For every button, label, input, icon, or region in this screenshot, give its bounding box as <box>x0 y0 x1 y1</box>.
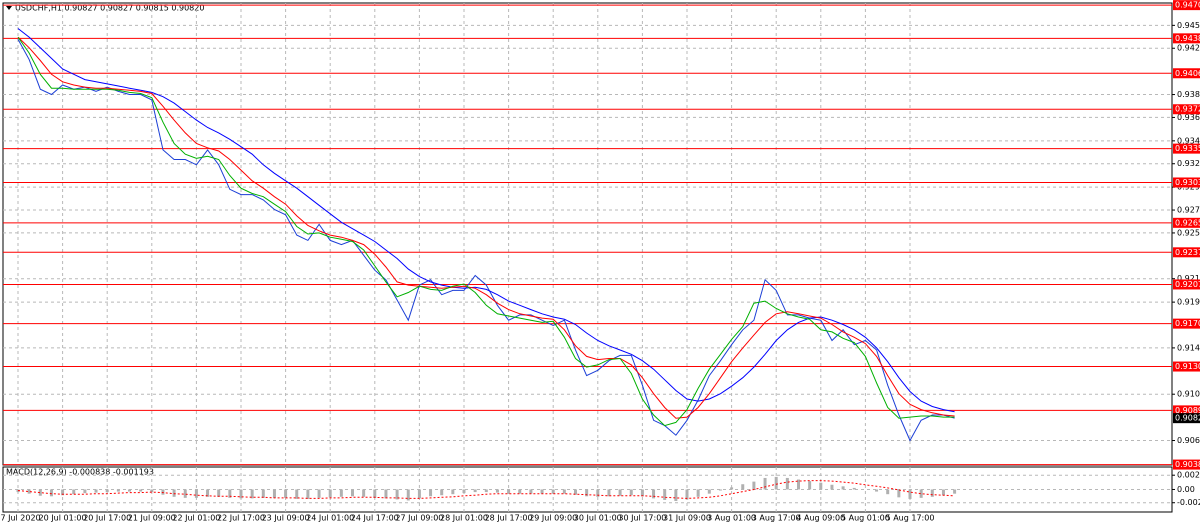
current-price-box <box>1173 413 1200 424</box>
level-label-box <box>1173 0 1200 11</box>
y-tick-label: 0.90610 <box>1177 436 1200 445</box>
y-tick-label: 0.92775 <box>1177 206 1200 215</box>
level-label-box <box>1173 247 1200 258</box>
level-label: 0.94388 <box>1175 34 1200 43</box>
title-icon <box>6 6 12 10</box>
level-label-box <box>1173 279 1200 290</box>
x-tick-label: 5 Aug 17:00 <box>886 514 935 523</box>
y-tick-label: 0.002725 <box>1177 471 1200 480</box>
x-tick-label: 4 Aug 09:00 <box>796 514 845 523</box>
x-tick-label: 28 Jul 17:00 <box>485 514 533 523</box>
level-label-box <box>1173 68 1200 79</box>
series-line <box>17 38 955 442</box>
level-label: 0.91708 <box>1175 319 1200 328</box>
level-label: 0.94700 <box>1175 1 1200 10</box>
x-tick-label: 28 Jul 01:00 <box>440 514 488 523</box>
level-label: 0.90384 <box>1175 460 1200 469</box>
level-label: 0.93722 <box>1175 105 1200 114</box>
series-line <box>17 28 955 413</box>
y-tick-label: 0.92130 <box>1177 274 1200 283</box>
y-tick-label: 0.93645 <box>1177 113 1200 122</box>
level-label: 0.92076 <box>1175 280 1200 289</box>
level-label: 0.93352 <box>1175 144 1200 153</box>
level-label-box <box>1173 143 1200 154</box>
level-label-box <box>1173 217 1200 228</box>
level-label-box <box>1173 459 1200 470</box>
x-tick-label: 3 Aug 01:00 <box>707 514 756 523</box>
y-tick-label: 0.91045 <box>1177 390 1200 399</box>
x-tick-label: 20 Jul 01:00 <box>39 514 87 523</box>
y-tick-label: 0.92560 <box>1177 228 1200 237</box>
x-tick-label: 22 Jul 17:00 <box>217 514 265 523</box>
y-tick-label: 0.93425 <box>1177 136 1200 145</box>
y-tick-label: 0.94295 <box>1177 44 1200 53</box>
x-tick-label: 31 Jul 09:00 <box>663 514 711 523</box>
level-label-box <box>1173 104 1200 115</box>
level-label: 0.92655 <box>1175 218 1200 227</box>
y-tick-label: -0.00253 <box>1177 498 1200 507</box>
x-tick-label: 30 Jul 01:00 <box>574 514 622 523</box>
macd-title: MACD(12,26,9) -0.000838 -0.001193 <box>6 468 154 477</box>
x-tick-label: 22 Jul 01:00 <box>172 514 220 523</box>
x-tick-label: 20 Jul 17:00 <box>83 514 131 523</box>
x-tick-label: 5 Aug 01:00 <box>841 514 890 523</box>
chart-title: USDCHF,H1 0.90827 0.90827 0.90815 0.9082… <box>15 4 204 13</box>
x-tick-label: 23 Jul 09:00 <box>262 514 310 523</box>
level-label-box <box>1173 405 1200 416</box>
level-label-box <box>1173 318 1200 329</box>
level-label-box <box>1173 177 1200 188</box>
y-tick-label: 0.93210 <box>1177 159 1200 168</box>
x-tick-label: 17 Jul 2020 <box>0 514 41 523</box>
x-tick-label: 24 Jul 17:00 <box>351 514 399 523</box>
series-line <box>17 36 955 419</box>
level-label: 0.92378 <box>1175 248 1200 257</box>
y-tick-label: 0.91910 <box>1177 298 1200 307</box>
y-tick-label: 0.93860 <box>1177 90 1200 99</box>
level-label: 0.94060 <box>1175 69 1200 78</box>
current-price-label: 0.90820 <box>1175 414 1200 423</box>
x-tick-label: 3 Aug 17:00 <box>752 514 801 523</box>
y-tick-label: 0.91480 <box>1177 343 1200 352</box>
series-line <box>17 480 955 499</box>
level-label-box <box>1173 33 1200 44</box>
level-label: 0.91305 <box>1175 362 1200 371</box>
x-tick-label: 21 Jul 09:00 <box>128 514 176 523</box>
x-tick-label: 29 Jul 09:00 <box>529 514 577 523</box>
y-tick-label: 0.94510 <box>1177 21 1200 30</box>
level-label: 0.90893 <box>1175 406 1200 415</box>
x-tick-label: 30 Jul 17:00 <box>618 514 666 523</box>
series-line <box>17 36 955 427</box>
x-tick-label: 27 Jul 09:00 <box>395 514 443 523</box>
x-tick-label: 24 Jul 01:00 <box>306 514 354 523</box>
level-label-box <box>1173 361 1200 372</box>
y-tick-label: 0.00 <box>1177 485 1195 494</box>
level-label: 0.93034 <box>1175 178 1200 187</box>
